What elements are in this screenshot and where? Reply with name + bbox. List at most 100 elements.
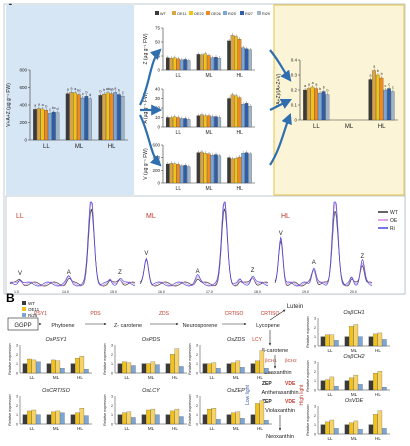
- bar: [353, 374, 359, 391]
- x-tick-label: LL: [29, 426, 35, 431]
- bar: [240, 367, 245, 374]
- y-axis-label: Relative expression: [306, 360, 310, 391]
- bar: [122, 412, 127, 425]
- y-tick-label: 50: [155, 40, 161, 45]
- bar: [179, 416, 184, 425]
- x-tick-label: HL: [236, 186, 243, 192]
- enzyme-label: ZEP: [262, 381, 272, 387]
- x-tick-label: ML: [206, 130, 213, 136]
- bar: [46, 363, 52, 374]
- bar: [259, 350, 265, 374]
- bar: [349, 422, 354, 435]
- y-tick-label: 0: [294, 118, 297, 123]
- bar: [377, 332, 383, 347]
- bar: [368, 424, 374, 435]
- x-tick-label: HL: [375, 436, 381, 441]
- panel-b-label: B: [6, 291, 15, 305]
- sig-label: bc: [77, 89, 81, 93]
- bar: [48, 113, 52, 141]
- bar: [241, 47, 245, 71]
- series-legend: WT OE11 OE22 OE26 Ri25 Ri27 Ri29: [155, 11, 270, 16]
- bar: [122, 361, 127, 374]
- sig-label: b: [45, 104, 47, 108]
- bar: [248, 105, 252, 128]
- x-tick-label: HL: [378, 124, 386, 130]
- pathway-node: Z- carotene: [114, 323, 142, 329]
- hplc-chromatograms: LL V A Z ML V A Z HL V A Z 1.0 14.0 15.0 16.0 17.0 18.0 19…: [9, 201, 398, 294]
- bar: [150, 408, 156, 425]
- bar: [165, 57, 170, 71]
- pathway-node: β-carotene: [262, 348, 288, 354]
- bar: [84, 415, 89, 425]
- x-tick-label: ML: [53, 426, 60, 431]
- bar: [349, 377, 354, 391]
- y-tick-label: 40: [155, 87, 161, 92]
- bar: [321, 91, 326, 121]
- x-tick-label: HL: [108, 144, 116, 150]
- y-tick-label: 2: [111, 404, 113, 408]
- legend-label: WT: [160, 12, 167, 16]
- x-tick-label: HL: [375, 348, 381, 353]
- y-axis-label: Z (µg g⁻¹ FW): [143, 33, 149, 64]
- bar: [146, 409, 151, 425]
- x-tick-label: ML: [206, 186, 213, 192]
- enzyme-label: ZDS: [159, 311, 170, 317]
- bar: [211, 362, 217, 374]
- bar: [170, 354, 175, 374]
- x-tick-label: LL: [176, 130, 182, 136]
- x-tick-label: HL: [77, 426, 83, 431]
- sig-label: bc: [52, 106, 56, 110]
- enzyme-label: PDS: [90, 311, 101, 317]
- bar: [368, 79, 373, 121]
- hplc-x-tick: 20.0: [350, 290, 357, 294]
- bar: [75, 357, 80, 374]
- bar: [230, 158, 235, 184]
- bar: [382, 339, 387, 347]
- bar: [70, 414, 76, 425]
- bar: [179, 165, 184, 184]
- expression-title: OsβCH1: [343, 310, 364, 316]
- bar: [203, 153, 208, 184]
- y-tick-label: 1: [196, 362, 198, 366]
- x-tick-label: ML: [148, 426, 155, 431]
- bar: [169, 58, 173, 71]
- flow-arrow: [139, 114, 162, 167]
- bar: [165, 117, 170, 128]
- sig-label: b: [85, 90, 87, 94]
- y-tick-label: 0: [111, 423, 113, 427]
- hplc-segment: HL V A Z: [274, 201, 373, 287]
- x-tick-label: HL: [236, 73, 243, 79]
- x-tick-label: LL: [313, 124, 320, 130]
- x-tick-label: LL: [176, 73, 182, 79]
- bar: [70, 363, 76, 374]
- y-tick-label: 1: [314, 335, 316, 339]
- bar: [165, 163, 170, 184]
- peak-label: A: [312, 260, 316, 266]
- expression-chart: OsβCH1 0 1 2 3 Relative expression LL ML HL: [306, 310, 390, 353]
- bar: [259, 400, 265, 425]
- expression-chart: OsβCH2 0 1 2 3 Relative expression LL ML HL: [306, 354, 390, 397]
- bar: [27, 358, 32, 374]
- bar: [373, 414, 378, 435]
- bar: [377, 410, 383, 435]
- flow-arrows: [139, 48, 292, 167]
- hplc-legend-label: Ri: [390, 226, 395, 232]
- bar: [51, 411, 56, 425]
- hplc-x-tick: 17.0: [206, 290, 213, 294]
- bar: [203, 115, 208, 128]
- sig-label: b: [323, 86, 325, 90]
- bar: [244, 103, 249, 128]
- hplc-trace: [9, 201, 136, 287]
- bar: [126, 411, 132, 425]
- bar: [230, 35, 235, 71]
- x-tick-label: ML: [345, 124, 354, 130]
- bar: [126, 362, 132, 374]
- peak-label: Z: [360, 254, 364, 260]
- hplc-x-tick: 1.0: [14, 290, 19, 294]
- expression-chart: OsZDS 0 1 2 3 Relative expression LL ML HL: [188, 337, 272, 380]
- x-tick-label: HL: [172, 375, 178, 380]
